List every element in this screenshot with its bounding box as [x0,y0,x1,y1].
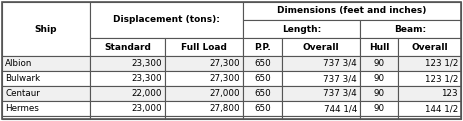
Text: 27,300: 27,300 [209,59,240,68]
Bar [90,38,165,56]
Text: 90: 90 [374,59,385,68]
Bar [398,116,461,119]
Bar [360,101,398,116]
Bar [282,38,360,56]
Bar [282,86,360,101]
Bar [90,56,165,71]
Text: Dimensions (feet and inches): Dimensions (feet and inches) [277,7,427,15]
Text: Hermes: Hermes [5,104,39,113]
Bar [2,56,90,71]
Text: Centaur: Centaur [5,89,40,98]
Text: Full Load: Full Load [181,42,227,52]
Text: Length:: Length: [282,24,321,34]
Text: 650: 650 [254,74,271,83]
Text: 737 3/4: 737 3/4 [323,89,357,98]
Text: 90: 90 [374,89,385,98]
Bar [282,56,360,71]
Bar [398,86,461,101]
Bar [165,101,243,116]
Bar [90,101,165,116]
Bar [360,116,398,119]
Bar [243,86,282,101]
Text: Overall: Overall [303,42,339,52]
Bar [165,86,243,101]
Bar [2,116,90,119]
Bar [243,71,282,86]
Text: 27,800: 27,800 [209,104,240,113]
Text: 123 1/2: 123 1/2 [425,74,458,83]
Bar [2,86,90,101]
Text: 650: 650 [254,104,271,113]
Bar [243,56,282,71]
Text: 650: 650 [254,89,271,98]
Bar [243,116,282,119]
Text: Bulwark: Bulwark [5,74,40,83]
Bar [398,56,461,71]
Bar [398,38,461,56]
Bar [282,71,360,86]
Bar [90,71,165,86]
Text: Hull: Hull [369,42,389,52]
Text: 27,300: 27,300 [209,74,240,83]
Text: 23,300: 23,300 [131,74,162,83]
Text: Beam:: Beam: [394,24,426,34]
Bar [90,116,165,119]
Text: Ship: Ship [35,24,57,34]
Text: Standard: Standard [104,42,151,52]
Bar [398,101,461,116]
Text: 90: 90 [374,104,385,113]
Text: Overall: Overall [411,42,448,52]
Text: 27,000: 27,000 [209,89,240,98]
Bar [2,101,90,116]
Text: 23,000: 23,000 [131,104,162,113]
Bar [360,86,398,101]
Bar [90,2,243,38]
Text: Albion: Albion [5,59,32,68]
Bar [360,20,461,38]
Bar [360,71,398,86]
Bar [165,116,243,119]
Text: Displacement (tons):: Displacement (tons): [113,15,220,24]
Text: 650: 650 [254,59,271,68]
Text: 123: 123 [441,89,458,98]
Bar [243,101,282,116]
Bar [2,71,90,86]
Text: 23,300: 23,300 [131,59,162,68]
Bar [165,56,243,71]
Bar [360,38,398,56]
Bar [165,38,243,56]
Bar [2,2,90,56]
Bar [165,71,243,86]
Text: 737 3/4: 737 3/4 [323,59,357,68]
Bar [243,20,360,38]
Bar [282,116,360,119]
Bar [90,86,165,101]
Text: 744 1/4: 744 1/4 [324,104,357,113]
Text: 90: 90 [374,74,385,83]
Text: 144 1/2: 144 1/2 [425,104,458,113]
Bar [243,38,282,56]
Text: P.P.: P.P. [254,42,271,52]
Text: 737 3/4: 737 3/4 [323,74,357,83]
Bar [243,2,461,20]
Text: 22,000: 22,000 [131,89,162,98]
Text: 123 1/2: 123 1/2 [425,59,458,68]
Bar [282,101,360,116]
Bar [360,56,398,71]
Bar [398,71,461,86]
